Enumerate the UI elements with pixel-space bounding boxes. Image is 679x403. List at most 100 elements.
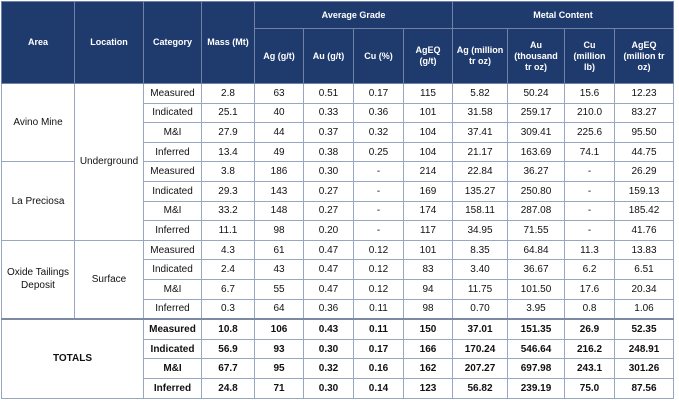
category-cell: Inferred	[143, 141, 202, 163]
value-cell: 0.33	[303, 102, 354, 124]
value-cell: -	[564, 180, 616, 202]
value-cell: 309.41	[507, 122, 566, 143]
value-cell: 87.56	[614, 377, 675, 399]
value-cell: 44	[254, 122, 304, 143]
value-cell: 115	[402, 83, 454, 104]
value-cell: 83.27	[614, 102, 675, 124]
category-cell: Inferred	[143, 220, 202, 241]
value-cell: 20.34	[614, 278, 675, 300]
value-cell: 56.82	[452, 377, 509, 399]
value-cell: 0.36	[353, 102, 404, 124]
value-cell: 123	[402, 377, 454, 399]
value-cell: 43	[254, 259, 304, 280]
value-cell: 259.17	[507, 102, 566, 124]
value-cell: 101	[402, 102, 454, 124]
value-cell: 6.51	[614, 259, 675, 280]
value-cell: 148	[254, 200, 304, 222]
value-cell: 95.50	[614, 122, 675, 143]
value-cell: 3.95	[507, 298, 566, 320]
category-cell: Indicated	[143, 102, 202, 124]
value-cell: 0.37	[303, 122, 354, 143]
category-cell: Measured	[143, 318, 202, 340]
value-cell: 186	[254, 161, 304, 182]
value-cell: 185.42	[614, 200, 675, 222]
data-row: Indicated 2.4 43 0.47 0.12 83 3.40 36.67 6.2 6.51	[2, 259, 675, 280]
data-row: Indicated 29.3 143 0.27-169 135.27 250.80-159…	[2, 180, 675, 202]
value-cell: 169	[402, 180, 454, 202]
value-cell: 174	[402, 200, 454, 222]
value-cell: 0.70	[452, 298, 509, 320]
total-row: TOTALS Measured 10.8 106 0.43 0.11 150 37.01 151…	[1, 318, 675, 399]
value-cell: 13.4	[201, 141, 255, 163]
value-cell: 2.8	[201, 83, 255, 104]
value-cell: 0.27	[303, 200, 354, 222]
totals-label: TOTALS	[1, 318, 144, 399]
value-cell: 83	[402, 259, 454, 280]
value-cell: 0.30	[303, 377, 354, 399]
category-cell: M&I	[143, 358, 202, 379]
value-cell: 248.91	[614, 338, 675, 360]
header-cell: AgEQ (million tr oz)	[614, 28, 675, 84]
header-cell: Category	[143, 1, 202, 84]
value-cell: 71.55	[507, 220, 566, 241]
value-cell: 3.40	[452, 259, 509, 280]
value-cell: 0.47	[303, 259, 354, 280]
value-cell: 34.95	[452, 220, 509, 241]
value-cell: 98	[402, 298, 454, 320]
value-cell: 301.26	[614, 358, 675, 379]
value-cell: 150	[402, 318, 454, 340]
value-cell: 10.8	[201, 318, 255, 340]
value-cell: 31.58	[452, 102, 509, 124]
value-cell: 159.13	[614, 180, 675, 202]
header-cell: Ag (g/t)	[254, 28, 304, 84]
value-cell: 0.32	[303, 358, 354, 379]
value-cell: 2.4	[201, 259, 255, 280]
category-cell: Measured	[143, 161, 202, 182]
value-cell: 0.47	[303, 278, 354, 300]
data-row: Oxide Tailings Deposit Surface Measured 4.3…	[1, 239, 675, 320]
value-cell: 546.64	[507, 338, 566, 360]
area-cell: La Preciosa	[1, 161, 75, 241]
value-cell: 95	[254, 358, 304, 379]
category-cell: Inferred	[143, 298, 202, 320]
header-group: Metal Content	[452, 1, 675, 29]
category-cell: Measured	[143, 239, 202, 261]
header-row: Ag (g/t) Au (g/t) Cu (%) AgEQ (g/t) Ag (mill…	[2, 28, 675, 84]
category-cell: Indicated	[143, 180, 202, 202]
value-cell: 170.24	[452, 338, 509, 360]
value-cell: 12.23	[614, 83, 675, 104]
value-cell: 225.6	[564, 122, 616, 143]
value-cell: 55	[254, 278, 304, 300]
value-cell: -	[353, 180, 404, 202]
value-cell: -	[353, 220, 404, 241]
value-cell: 4.3	[201, 239, 255, 261]
value-cell: 239.19	[507, 377, 566, 399]
value-cell: 697.98	[507, 358, 566, 379]
value-cell: 0.47	[303, 239, 354, 261]
value-cell: 52.35	[614, 318, 675, 340]
value-cell: 0.12	[353, 278, 404, 300]
value-cell: 143	[254, 180, 304, 202]
value-cell: 41.76	[614, 220, 675, 241]
total-row: Inferred 24.8 71 0.30 0.14 123 56.82 239.19 75.0…	[2, 377, 675, 399]
value-cell: 0.30	[303, 161, 354, 182]
value-cell: 64.84	[507, 239, 566, 261]
value-cell: 5.82	[452, 83, 509, 104]
value-cell: 117	[402, 220, 454, 241]
value-cell: 8.35	[452, 239, 509, 261]
header-group: Average Grade	[253, 1, 454, 29]
value-cell: 15.6	[564, 83, 616, 104]
location-cell: Underground	[74, 83, 144, 241]
value-cell: 0.14	[353, 377, 404, 399]
value-cell: 67.7	[201, 358, 255, 379]
value-cell: 26.9	[564, 318, 616, 340]
header-cell: Au (g/t)	[303, 28, 354, 84]
value-cell: 0.30	[303, 338, 354, 360]
value-cell: 0.11	[353, 318, 404, 340]
total-row: M&I 67.7 95 0.32 0.16 162 207.27 697.98 243.1 301…	[2, 358, 675, 379]
value-cell: 29.3	[201, 180, 255, 202]
data-row: Inferred 0.3 64 0.36 0.11 98 0.70 3.95 0.8 1.06	[2, 298, 675, 320]
location-cell: Surface	[74, 239, 144, 320]
